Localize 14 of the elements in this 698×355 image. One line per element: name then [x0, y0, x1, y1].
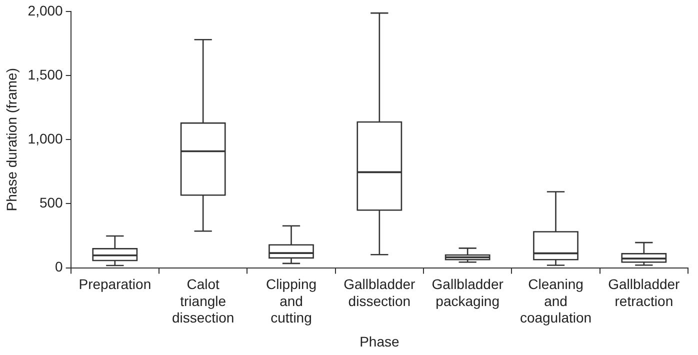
y-tick-label: 500 — [39, 194, 64, 211]
x-tick-label: Clipping and cutting — [266, 276, 317, 326]
x-tick-label: Calot triangle dissection — [172, 276, 234, 326]
y-tick-label: 2,000 — [28, 2, 64, 18]
x-axis-title: Phase — [360, 333, 400, 350]
x-tick-label: Gallbladder packaging — [432, 276, 504, 309]
x-tick-label: Gallbladder dissection — [344, 276, 416, 309]
y-axis-title: Phase duration (frame) — [3, 68, 20, 212]
x-tick-label: Preparation — [78, 276, 152, 292]
y-tick-label: 1,500 — [28, 66, 64, 82]
y-tick-label: 1,000 — [28, 130, 64, 146]
x-tick-label: Gallbladder retraction — [608, 276, 680, 309]
x-tick-label: Cleaning and coagulation — [520, 276, 592, 326]
y-tick-label: 0 — [55, 258, 64, 275]
